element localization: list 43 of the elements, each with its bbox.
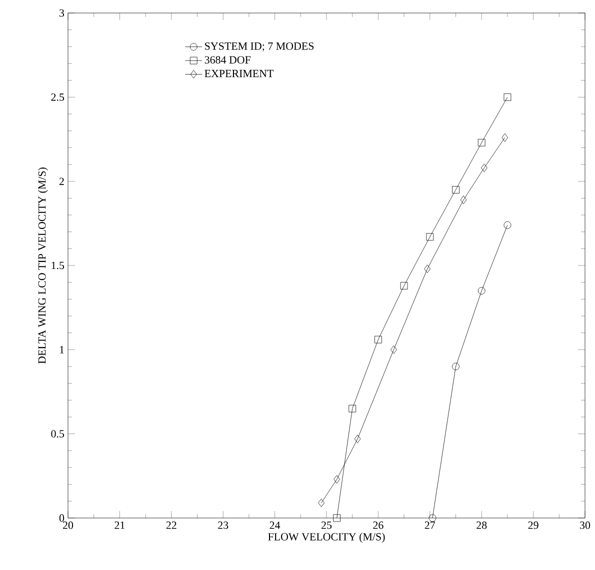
point <box>390 345 397 354</box>
y-tick-label: 0.5 <box>51 430 64 438</box>
point <box>334 475 340 484</box>
x-tick-label: 22 <box>166 522 176 529</box>
x-tick-label: 23 <box>218 522 228 529</box>
point <box>452 186 460 194</box>
x-tick-label: 24 <box>270 522 280 529</box>
point <box>424 264 431 274</box>
point <box>452 362 460 370</box>
y-tick-label: 2 <box>59 178 64 185</box>
point <box>504 93 512 101</box>
x-tick-label: 25 <box>322 522 332 529</box>
x-tick-label: 29 <box>528 522 538 529</box>
legend-label: SYSTEM ID; 7 MODES <box>205 42 314 52</box>
point <box>478 138 486 146</box>
x-tick-label: 26 <box>373 522 384 529</box>
point <box>374 336 382 344</box>
x-tick-label: 21 <box>114 522 125 529</box>
x-tick-label: 27 <box>424 522 436 529</box>
point <box>502 133 508 142</box>
y-tick-label: 0 <box>59 514 64 522</box>
legend-label: 3684 DOF <box>204 56 251 64</box>
point <box>426 233 434 241</box>
y-axis-title: DELTA WING LCO TIP VELOCITY (M/S) <box>38 168 48 364</box>
point <box>318 498 325 508</box>
point <box>354 434 361 444</box>
point <box>460 196 467 204</box>
x-tick-label: 28 <box>476 522 487 529</box>
x-axis-title: FLOW VELOCITY (M/S) <box>268 532 385 543</box>
point <box>504 221 512 229</box>
legend-label: EXPERIMENT <box>204 70 274 78</box>
y-tick-label: 1 <box>60 346 64 354</box>
point <box>333 514 341 522</box>
point <box>481 164 488 172</box>
point <box>348 404 356 412</box>
x-tick-label: 20 <box>63 522 74 529</box>
point <box>428 514 436 522</box>
y-tick-label: 3 <box>60 9 64 17</box>
point <box>400 282 408 290</box>
y-tick-label: 1.5 <box>52 262 64 270</box>
x-tick-label: 30 <box>580 522 590 529</box>
point <box>478 287 486 294</box>
y-tick-label: 2.5 <box>51 93 64 101</box>
